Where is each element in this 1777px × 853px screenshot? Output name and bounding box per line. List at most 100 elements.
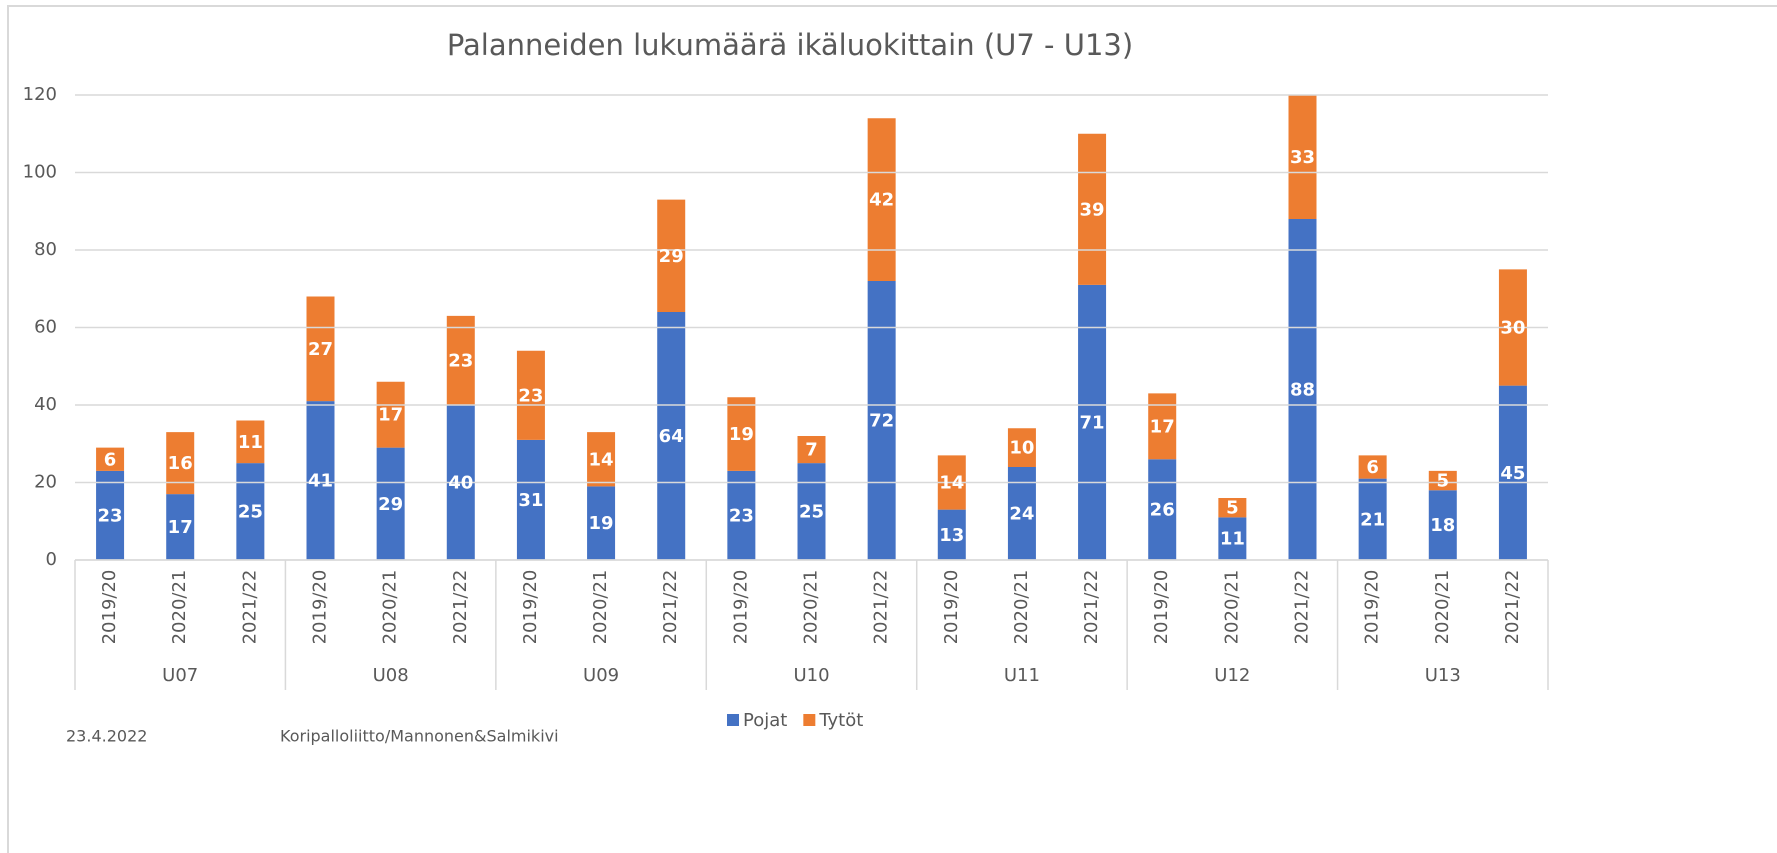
x-tick-label: 2021/22	[239, 570, 260, 645]
y-tick-label: 0	[46, 549, 57, 570]
legend-swatch	[727, 714, 739, 726]
data-label: 24	[1009, 504, 1034, 525]
bar-segment	[1358, 478, 1387, 560]
data-label: 41	[308, 471, 333, 492]
group-label: U12	[1214, 665, 1250, 686]
data-label: 5	[1437, 471, 1450, 492]
data-label: 14	[939, 473, 964, 494]
bar-segment	[1288, 95, 1317, 219]
x-tick-label: 2021/22	[871, 570, 892, 645]
x-tick-label: 2019/20	[1151, 570, 1172, 645]
data-label: 7	[805, 440, 818, 461]
data-label: 42	[869, 190, 894, 211]
data-label: 19	[589, 513, 614, 534]
bar-segment	[236, 420, 265, 464]
data-label: 31	[518, 490, 543, 511]
bar-segment	[1428, 470, 1457, 491]
data-label: 25	[238, 502, 263, 523]
bar-segment	[587, 486, 616, 560]
data-label: 23	[518, 385, 543, 406]
bar-segment	[727, 470, 756, 560]
data-label: 14	[589, 449, 614, 470]
bar-segment	[727, 397, 756, 471]
group-label: U07	[162, 665, 198, 686]
group-label: U10	[793, 665, 829, 686]
x-tick-label: 2019/20	[520, 570, 541, 645]
data-label: 5	[1226, 498, 1239, 519]
group-label: U13	[1425, 665, 1461, 686]
bar-segment	[446, 315, 475, 405]
data-label: 27	[308, 339, 333, 360]
data-label: 40	[448, 473, 473, 494]
data-label: 16	[168, 453, 193, 474]
data-label: 29	[659, 246, 684, 267]
x-tick-label: 2021/22	[450, 570, 471, 645]
data-label: 33	[1290, 147, 1315, 168]
data-label: 71	[1080, 412, 1105, 433]
y-tick-label: 20	[34, 472, 57, 493]
data-label: 19	[729, 424, 754, 445]
legend-swatch	[803, 714, 816, 726]
plot-area	[96, 95, 1527, 560]
bar-segment	[937, 509, 966, 560]
chart-title: Palanneiden lukumäärä ikäluokittain (U7 …	[447, 28, 1133, 62]
bar-segment	[236, 463, 265, 560]
group-label: U08	[373, 665, 409, 686]
bar-segment	[1498, 385, 1527, 560]
bar-segment	[376, 447, 405, 560]
bar-segment	[1428, 490, 1457, 560]
bar-segment	[797, 463, 826, 560]
data-label: 72	[869, 411, 894, 432]
x-tick-label: 2019/20	[941, 570, 962, 645]
legend-label: Tytöt	[818, 710, 863, 731]
x-tick-label: 2021/22	[1081, 570, 1102, 645]
data-label: 39	[1080, 199, 1105, 220]
bar-segment	[657, 199, 686, 312]
group-label: U09	[583, 665, 619, 686]
bar-segment	[657, 312, 686, 560]
x-tick-label: 2020/21	[1221, 570, 1242, 645]
bar-segment	[1358, 455, 1387, 479]
y-tick-label: 100	[23, 162, 57, 183]
x-tick-label: 2019/20	[310, 570, 331, 645]
bar-segment	[1218, 498, 1247, 518]
data-label: 25	[799, 502, 824, 523]
bar-segment	[166, 432, 195, 495]
data-label: 13	[939, 525, 964, 546]
bar-segment	[516, 350, 545, 440]
x-tick-label: 2021/22	[1502, 570, 1523, 645]
data-label: 29	[378, 494, 403, 515]
x-tick-label: 2020/21	[169, 570, 190, 645]
data-label: 17	[378, 405, 403, 426]
bar-segment	[516, 439, 545, 560]
bar-segment	[166, 494, 195, 560]
bar-segment	[797, 436, 826, 464]
data-label: 21	[1360, 509, 1385, 530]
y-tick-label: 120	[23, 84, 57, 105]
x-tick-label: 2020/21	[1432, 570, 1453, 645]
data-label: 17	[1150, 416, 1175, 437]
y-tick-label: 80	[34, 239, 57, 260]
x-tick-label: 2021/22	[1292, 570, 1313, 645]
bar-segment	[1078, 284, 1107, 560]
y-tick-label: 40	[34, 394, 57, 415]
bar-segment	[96, 447, 125, 471]
data-label: 23	[448, 350, 473, 371]
group-label: U11	[1004, 665, 1040, 686]
y-tick-label: 60	[34, 317, 57, 338]
x-tick-label: 2020/21	[1011, 570, 1032, 645]
bar-segment	[376, 381, 405, 448]
x-tick-label: 2019/20	[730, 570, 751, 645]
data-label: 10	[1009, 438, 1034, 459]
x-tick-label: 2020/21	[590, 570, 611, 645]
x-tick-label: 2021/22	[660, 570, 681, 645]
data-label: 26	[1150, 500, 1175, 521]
data-label: 88	[1290, 380, 1315, 401]
bar-segment	[1007, 428, 1036, 467]
data-label: 6	[104, 449, 117, 470]
data-label: 11	[1220, 529, 1245, 550]
data-label: 6	[1366, 457, 1379, 478]
x-tick-label: 2020/21	[801, 570, 822, 645]
data-label: 23	[729, 505, 754, 526]
bar-segment	[306, 401, 335, 560]
